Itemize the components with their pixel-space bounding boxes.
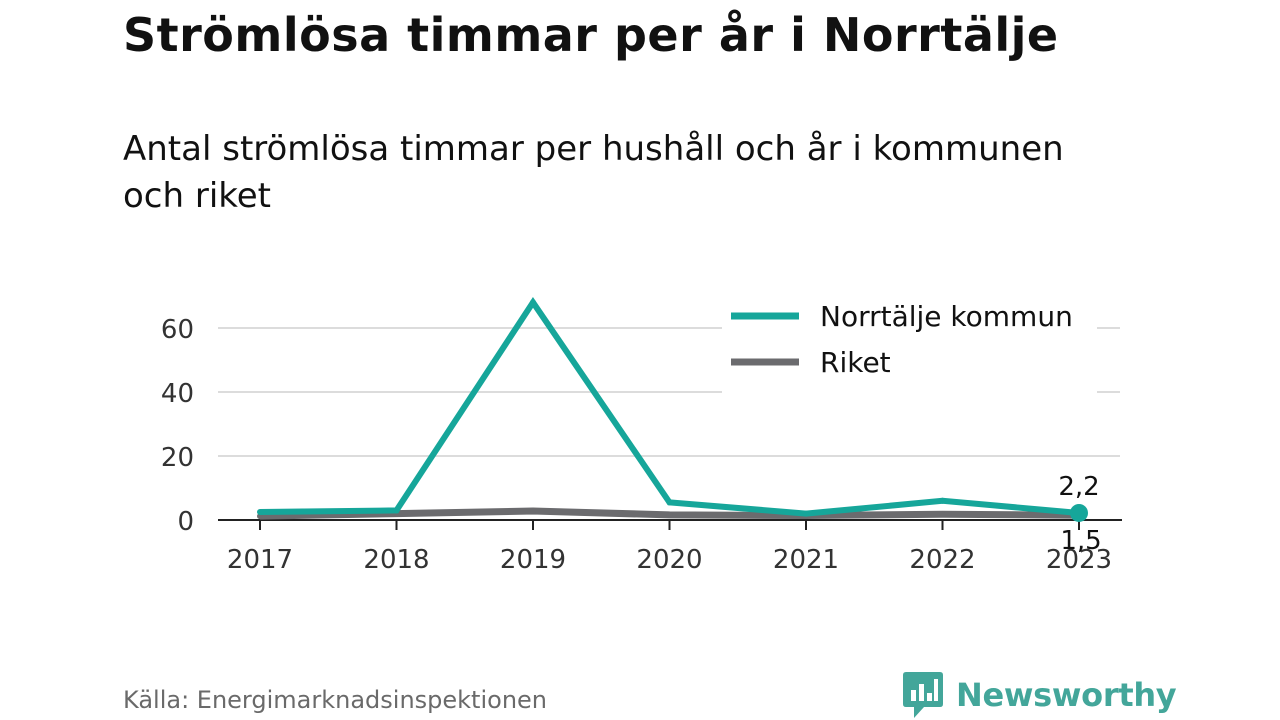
chart-title: Strömlösa timmar per år i Norrtälje [123,8,1059,62]
y-tick-label: 0 [177,507,194,537]
newsworthy-logo: Newsworthy [902,670,1177,720]
data-point [530,299,536,306]
data-point [393,507,400,514]
y-tick-label: 40 [161,379,194,409]
series [257,297,1088,522]
y-axis-ticks: 0 20 40 60 [161,315,194,537]
data-point [939,511,946,518]
x-tick-label: 2017 [227,545,293,575]
legend-label: Riket [820,346,891,379]
data-point [530,508,536,515]
chart-subtitle: Antal strömlösa timmar per hushåll och å… [123,129,1064,216]
end-point-marker [1070,503,1088,522]
data-point [666,511,673,518]
x-tick-label: 2022 [909,545,975,575]
data-point [803,510,809,517]
brand-name: Newsworthy [956,676,1177,714]
legend: Norrtälje kommun Riket [722,292,1097,393]
data-labels: 2,2 1,5 [1058,472,1101,556]
legend-background [722,292,1097,393]
legend-label: Norrtälje kommun [820,300,1073,333]
x-tick-label: 2019 [500,545,566,575]
x-tick-label: 2020 [636,545,702,575]
end-value-label-norrtalje: 2,2 [1058,472,1099,502]
x-tick-label: 2021 [773,545,839,575]
source-note: Källa: Energimarknadsinspektionen [123,686,548,714]
bar-chart-speech-bubble-icon [903,672,943,718]
data-point [939,497,946,504]
x-tick-label: 2023 [1046,545,1112,575]
end-value-label-riket: 1,5 [1060,526,1101,556]
data-point [666,499,673,506]
y-tick-label: 60 [161,315,194,345]
data-point [257,509,263,515]
x-tick-label: 2018 [363,545,429,575]
y-tick-label: 20 [161,443,194,473]
x-axis-ticks: 2017 2018 2019 2020 2021 2022 2023 [227,520,1112,575]
